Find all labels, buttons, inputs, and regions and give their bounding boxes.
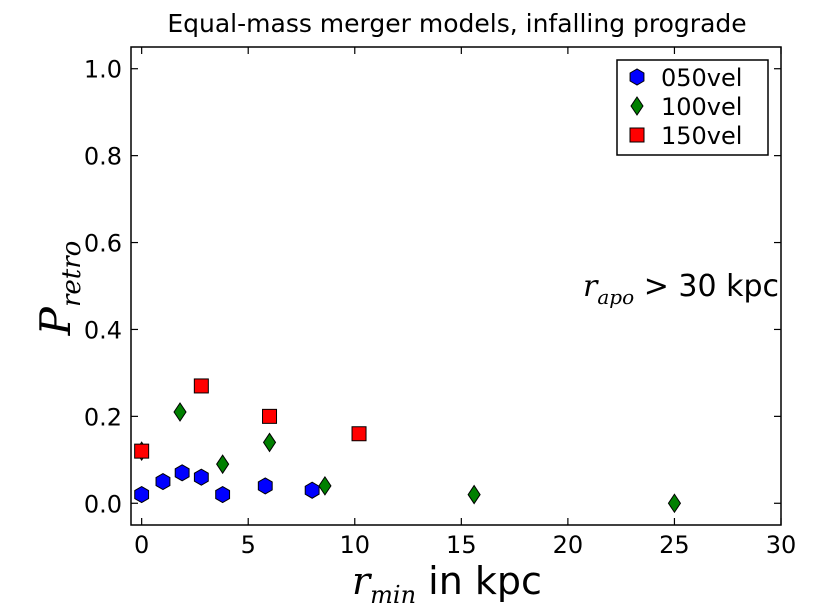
100vel-point <box>318 475 332 496</box>
y-tick-label: 1.0 <box>84 56 122 84</box>
050vel-point <box>215 486 231 504</box>
x-tick-label: 15 <box>446 531 477 559</box>
150vel-point <box>134 443 150 459</box>
x-axis-label-var: r <box>352 559 373 603</box>
x-tick-label: 30 <box>766 531 797 559</box>
150vel-point <box>262 408 278 424</box>
x-tick-label: 20 <box>553 531 584 559</box>
svg-text:rmin in kpc: rmin in kpc <box>352 559 542 609</box>
y-axis-label: Pretro <box>31 241 87 337</box>
legend-marker-100vel <box>630 96 644 116</box>
050vel-point <box>304 481 320 499</box>
050vel-point <box>193 468 209 486</box>
x-axis-label-sub: min <box>370 581 416 609</box>
chart-title: Equal-mass merger models, infalling prog… <box>167 9 746 38</box>
svg-text:Pretro: Pretro <box>31 241 87 337</box>
050vel-point <box>134 486 150 504</box>
x-tick-label: 25 <box>659 531 690 559</box>
y-axis-label-var: P <box>31 306 80 336</box>
svg-text:rapo > 30 kpc: rapo > 30 kpc <box>583 269 779 309</box>
axis-ticks: 0 5 10 15 20 25 30 0.0 0.2 0.4 0.6 0.8 1.0 <box>84 47 796 559</box>
x-tick-label: 0 <box>134 531 149 559</box>
annotation-var: r <box>583 269 599 304</box>
150vel-point <box>193 378 209 394</box>
x-tick-label: 5 <box>241 531 256 559</box>
legend-label-100vel: 100vel <box>661 93 742 121</box>
y-tick-label: 0.4 <box>84 316 122 344</box>
legend-label-150vel: 150vel <box>661 122 742 150</box>
100vel-point <box>216 454 230 475</box>
100vel-point <box>667 493 682 514</box>
y-tick-label: 0.2 <box>84 403 122 431</box>
data-points <box>134 378 682 514</box>
100vel-point <box>467 484 481 505</box>
y-axis-label-sub: retro <box>57 241 87 307</box>
100vel-point <box>173 402 187 422</box>
annotation-sub: apo <box>597 285 634 309</box>
050vel-point <box>257 477 273 495</box>
legend-label-050vel: 050vel <box>661 64 742 92</box>
y-tick-label: 0.6 <box>84 230 122 258</box>
100vel-point <box>262 432 277 453</box>
annotation-suffix: > 30 kpc <box>634 269 779 304</box>
x-axis-label-suffix: in kpc <box>416 559 542 603</box>
apocenter-annotation: rapo > 30 kpc <box>583 269 779 309</box>
legend-marker-150vel <box>629 127 645 143</box>
150vel-point <box>351 426 367 442</box>
x-axis-label: rmin in kpc <box>352 559 542 609</box>
050vel-point <box>155 472 171 491</box>
050vel-point <box>174 464 190 482</box>
x-tick-label: 10 <box>339 531 370 559</box>
legend-marker-050vel <box>629 68 645 86</box>
y-tick-label: 0.0 <box>84 490 122 518</box>
y-tick-label: 0.8 <box>84 143 122 171</box>
